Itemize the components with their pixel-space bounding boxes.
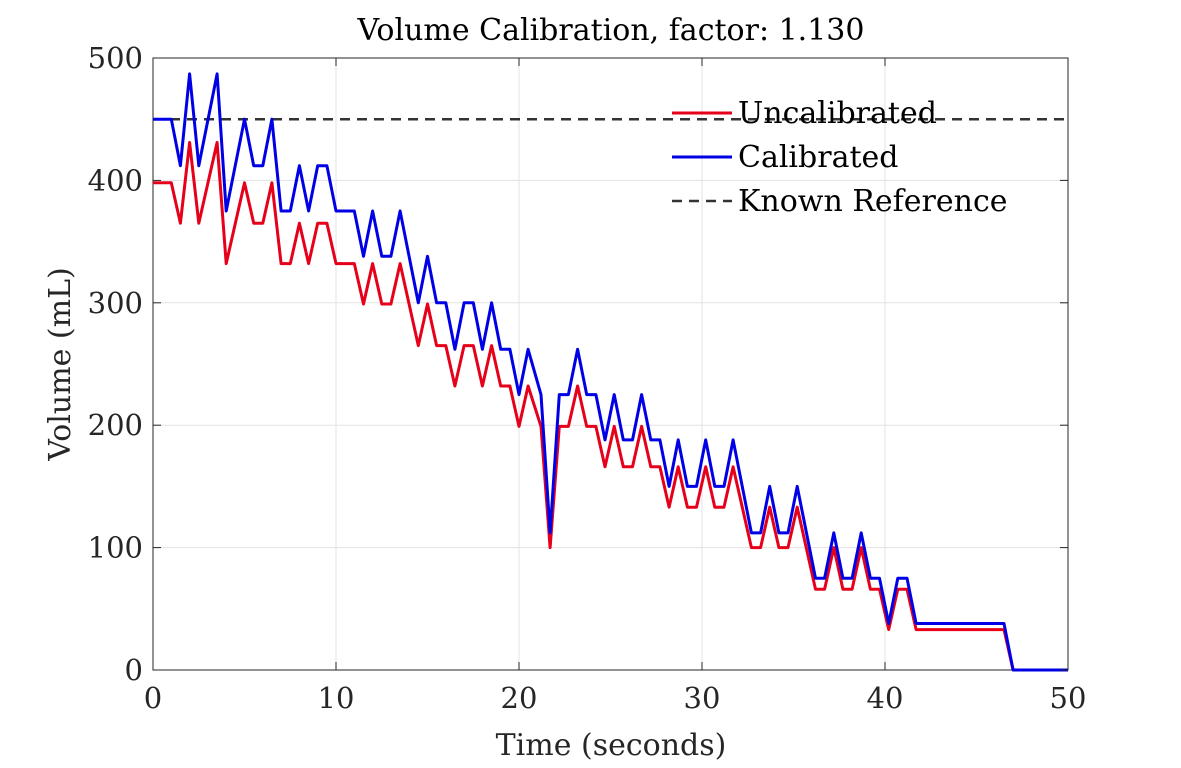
y-tick-label: 400 <box>88 163 143 197</box>
x-tick-label: 50 <box>1050 681 1087 715</box>
y-tick-label: 200 <box>88 408 143 442</box>
legend: Uncalibrated Calibrated Known Reference <box>672 96 1008 219</box>
y-tick-label: 100 <box>88 531 143 565</box>
legend-label-uncalibrated: Uncalibrated <box>738 96 937 131</box>
x-tick-label: 10 <box>318 681 355 715</box>
chart-title: Volume Calibration, factor: 1.130 <box>357 13 865 48</box>
x-tick-label: 20 <box>501 681 538 715</box>
legend-label-known-reference: Known Reference <box>738 184 1008 219</box>
series-line-uncalibrated <box>153 141 1068 672</box>
y-tick-label: 0 <box>125 653 143 687</box>
y-tick-label: 500 <box>88 41 143 75</box>
grid <box>152 57 1069 671</box>
y-axis-label: Volume (mL) <box>43 267 78 461</box>
plot-area <box>152 57 1069 671</box>
x-tick-label: 30 <box>684 681 721 715</box>
x-axis-label: Time (seconds) <box>496 728 727 763</box>
y-tick-label: 300 <box>88 286 143 320</box>
series-line-calibrated <box>153 72 1068 672</box>
series-layer <box>153 72 1068 672</box>
x-tick-label: 0 <box>144 681 162 715</box>
legend-label-calibrated: Calibrated <box>738 140 898 175</box>
x-tick-label: 40 <box>867 681 904 715</box>
